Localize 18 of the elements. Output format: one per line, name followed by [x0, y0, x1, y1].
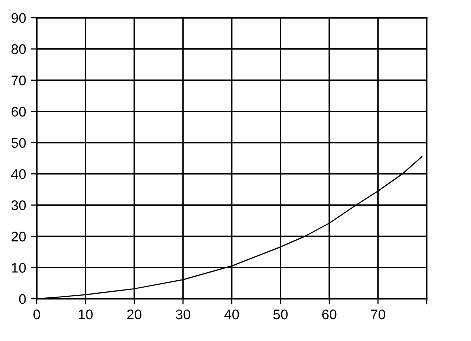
y-tick-label: 30	[12, 200, 26, 211]
y-tick-label: 90	[12, 13, 26, 24]
x-tick-label: 50	[274, 310, 288, 320]
x-tick-label: 40	[224, 310, 240, 320]
x-tick-label: 70	[371, 310, 386, 320]
x-tick-label: 10	[79, 310, 93, 320]
y-tick-label: 80	[12, 44, 26, 54]
x-tick-label: 30	[176, 310, 190, 320]
y-tick-label: 0	[19, 294, 26, 304]
x-tick-label: 60	[322, 310, 337, 320]
y-tick-label: 60	[12, 107, 26, 117]
y-tick-label: 40	[11, 169, 26, 180]
y-tick-label: 20	[12, 232, 26, 242]
y-tick-label: 50	[12, 138, 26, 148]
y-tick-label: 70	[12, 76, 26, 86]
y-tick-label: 10	[12, 263, 26, 273]
x-tick-label: 0	[34, 310, 40, 320]
x-tick-label: 20	[127, 310, 142, 320]
